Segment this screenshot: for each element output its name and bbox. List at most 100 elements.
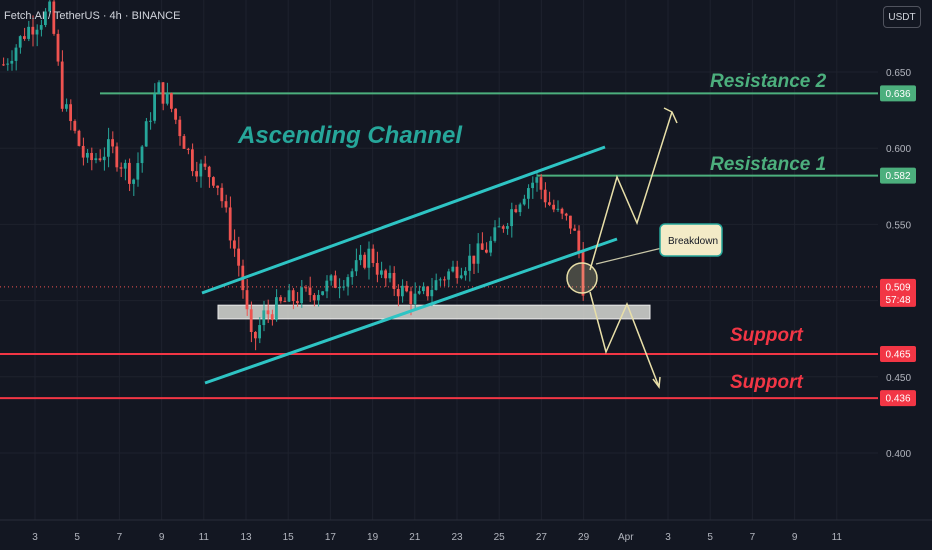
support-2-label: Support [730,372,803,393]
candle-body [287,290,291,302]
price-tag-label: 0.436 [885,394,910,405]
candle-body [39,25,43,30]
candle-body [497,226,501,228]
candle-body [430,289,434,297]
candle-body [434,280,438,290]
candle-body [480,243,484,250]
candle-body [111,139,114,147]
candle-body [342,286,345,288]
candle-body [161,82,165,104]
candle-body [367,248,371,268]
candle-body [560,208,564,214]
candle-body [396,289,400,297]
candle-body [27,26,30,39]
candle-body [275,297,278,320]
candle-body [531,182,534,189]
candle-body [392,272,396,290]
candle-body [325,280,329,292]
price-tag-box [880,85,916,102]
candle-body [338,287,341,289]
candle-body [539,177,543,190]
candle-body [333,275,337,288]
price-tick-label: 0.450 [886,373,911,384]
candle-body [426,286,429,297]
candle-body [140,146,144,164]
candle-body [443,279,446,281]
time-tick-label: 15 [283,532,295,543]
price-tick-label: 0.550 [886,220,911,231]
candle-body [2,64,5,66]
candle-body [501,226,505,229]
candle-body [380,270,383,275]
candle-body [354,260,358,272]
candle-body [186,148,190,150]
candle-body [98,158,102,161]
candle-body [569,215,572,229]
candle-body [56,33,60,62]
resistance-1-label: Resistance 1 [710,154,826,175]
candle-body [359,254,362,261]
time-axis[interactable]: 3 5 7 9 11 13 15 17 19 21 23 25 27 29 Apr 3 5 7 9 11 [0,519,932,543]
candle-body [245,290,249,310]
time-tick-label: 19 [367,532,379,543]
resistance-2-label: Resistance 2 [710,71,827,92]
time-tick-label: 29 [578,532,590,543]
candle-body [577,230,581,252]
candle-body [199,163,203,177]
candle-body [31,26,35,35]
time-tick-label: 5 [74,532,80,543]
candle-body [191,149,194,172]
time-tick-label: Apr [618,532,634,543]
candle-body [455,266,459,279]
candle-body [170,93,173,109]
time-tick-label: 7 [117,532,123,543]
candle-body [107,139,110,157]
candle-body [73,121,77,131]
candle-body [321,291,324,295]
candle-body [564,213,568,216]
candle-body [254,332,257,339]
price-tag-box [880,167,916,184]
breakdown-leader-line [595,247,663,265]
candle-body [128,162,131,184]
candle-body [476,243,480,264]
candle-body [312,295,316,301]
price-tag-label: 0.465 [885,349,910,360]
time-tick-label: 5 [707,532,713,543]
candle-body [472,255,476,264]
candle-body [182,136,186,149]
currency-button[interactable]: USDT [883,6,921,28]
candle-body [489,240,492,253]
candle-body [14,47,18,61]
candle-body [401,285,404,297]
candle-body [23,36,26,39]
candle-body [422,286,425,292]
breakdown-label: Breakdown [668,236,718,247]
support-1-label: Support [730,325,803,346]
candle-body [60,61,64,109]
candle-body [203,163,207,167]
candle-body [506,226,509,229]
candle-body [279,297,282,302]
channel-label: Ascending Channel [237,122,463,149]
time-tick-label: 7 [750,532,756,543]
candle-body [6,63,9,65]
time-tick-label: 21 [409,532,421,543]
candle-body [102,156,106,161]
candle-body [552,204,555,210]
time-tick-label: 25 [494,532,506,543]
candle-body [363,254,366,268]
time-tick-label: 11 [832,532,843,543]
candle-body [468,255,471,271]
candle-body [228,207,232,241]
symbol-header: Fetch.AI / TetherUS · 4h · BINANCE [4,10,181,22]
candle-body [144,121,148,147]
candle-body [405,285,408,292]
candle-body [543,189,547,203]
candle-body [212,177,215,186]
candle-body [409,291,413,304]
candle-body [447,271,450,280]
price-tag-box [880,278,916,307]
